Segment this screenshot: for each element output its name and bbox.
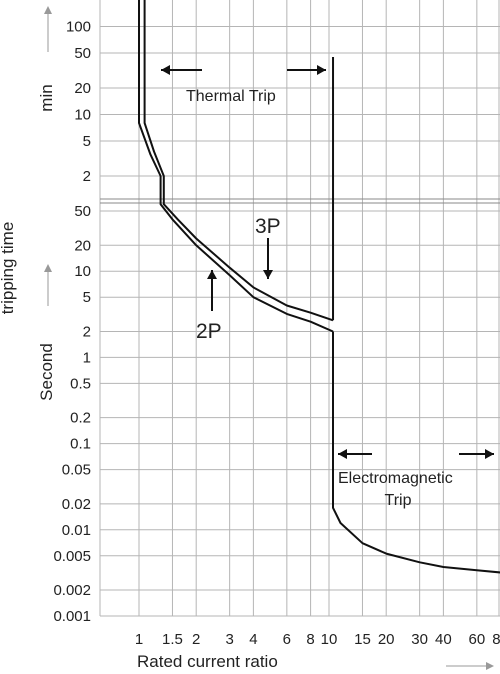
curve-2p <box>138 0 334 333</box>
y-up-arrow-lower <box>44 264 52 306</box>
x-tick-label: 40 <box>435 631 452 648</box>
y-tick-label: 0.002 <box>53 582 91 599</box>
x-right-arrow <box>446 662 494 670</box>
curves <box>138 0 500 574</box>
thermal-trip-label: Thermal Trip <box>186 88 276 105</box>
x-tick-label: 3 <box>225 631 233 648</box>
x-tick-label: 8 <box>306 631 314 648</box>
y-axis-upper-ticks: 2 5 10 20 50 100 <box>66 19 91 186</box>
grid <box>99 0 500 617</box>
x-axis-title: Rated current ratio <box>137 652 278 671</box>
y-tick-label: 0.005 <box>53 548 91 565</box>
y-tick-label: 5 <box>83 133 91 150</box>
x-tick-label: 2 <box>192 631 200 648</box>
y-tick-label: 0.05 <box>62 462 91 479</box>
series-label-2p: 2P <box>196 320 222 343</box>
x-tick-label: 20 <box>378 631 395 648</box>
y-tick-label: 2 <box>83 168 91 185</box>
series-label-3p: 3P <box>255 215 281 238</box>
electromagnetic-arrow-right <box>459 449 494 459</box>
x-tick-label: 1 <box>135 631 143 648</box>
y-tick-label: 50 <box>74 45 91 62</box>
y-tick-label: 50 <box>74 203 91 220</box>
x-tick-label: 4 <box>249 631 257 648</box>
y-unit-lower: Second <box>37 343 56 401</box>
y-tick-label: 5 <box>83 289 91 306</box>
electromagnetic-arrow-left <box>338 449 372 459</box>
thermal-arrow-left <box>161 65 202 75</box>
y-tick-label: 0.01 <box>62 522 91 539</box>
x-tick-label: 10 <box>321 631 338 648</box>
y-tick-label: 10 <box>74 263 91 280</box>
x-tick-label: 30 <box>411 631 428 648</box>
y-tick-label: 0.2 <box>70 410 91 427</box>
y-tick-label: 20 <box>74 80 91 97</box>
y-tick-label: 0.5 <box>70 375 91 392</box>
y-axis-title: tripping time <box>0 222 17 315</box>
thermal-arrow-right <box>287 65 326 75</box>
y-tick-label: 0.001 <box>53 608 91 625</box>
y-up-arrow-upper <box>44 6 52 52</box>
y-axis-lower-ticks: 0.001 0.002 0.005 0.01 0.02 0.05 0.1 0.2 0.5 1 2 5 1… <box>53 203 91 625</box>
x-tick-label: 15 <box>354 631 371 648</box>
panel-divider <box>100 198 500 204</box>
electromagnetic-trip-label-line2: Trip <box>385 492 412 509</box>
x-tick-label: 80 <box>492 631 500 648</box>
y-tick-label: 20 <box>74 237 91 254</box>
x-tick-label: 6 <box>283 631 291 648</box>
y-tick-label: 0.1 <box>70 436 91 453</box>
x-tick-label: 1.5 <box>162 631 183 648</box>
y-tick-label: 10 <box>74 107 91 124</box>
y-unit-upper: min <box>37 84 56 111</box>
y-tick-label: 2 <box>83 323 91 340</box>
x-axis-ticks: 1 1.5 2 34 68 10 15 20 30 40 60 80 <box>135 631 500 648</box>
y-tick-label: 1 <box>83 349 91 366</box>
annotations: Thermal Trip Electromagnetic Trip 3P 2P <box>161 65 494 509</box>
electromagnetic-trip-label-line1: Electromagnetic <box>338 470 453 487</box>
arrow-3p <box>263 238 273 279</box>
x-tick-label: 60 <box>469 631 486 648</box>
curve-electromagnetic <box>332 331 500 574</box>
arrow-2p <box>207 270 217 311</box>
curve-3p <box>143 0 334 322</box>
y-tick-label: 100 <box>66 19 91 36</box>
y-tick-label: 0.02 <box>62 496 91 513</box>
